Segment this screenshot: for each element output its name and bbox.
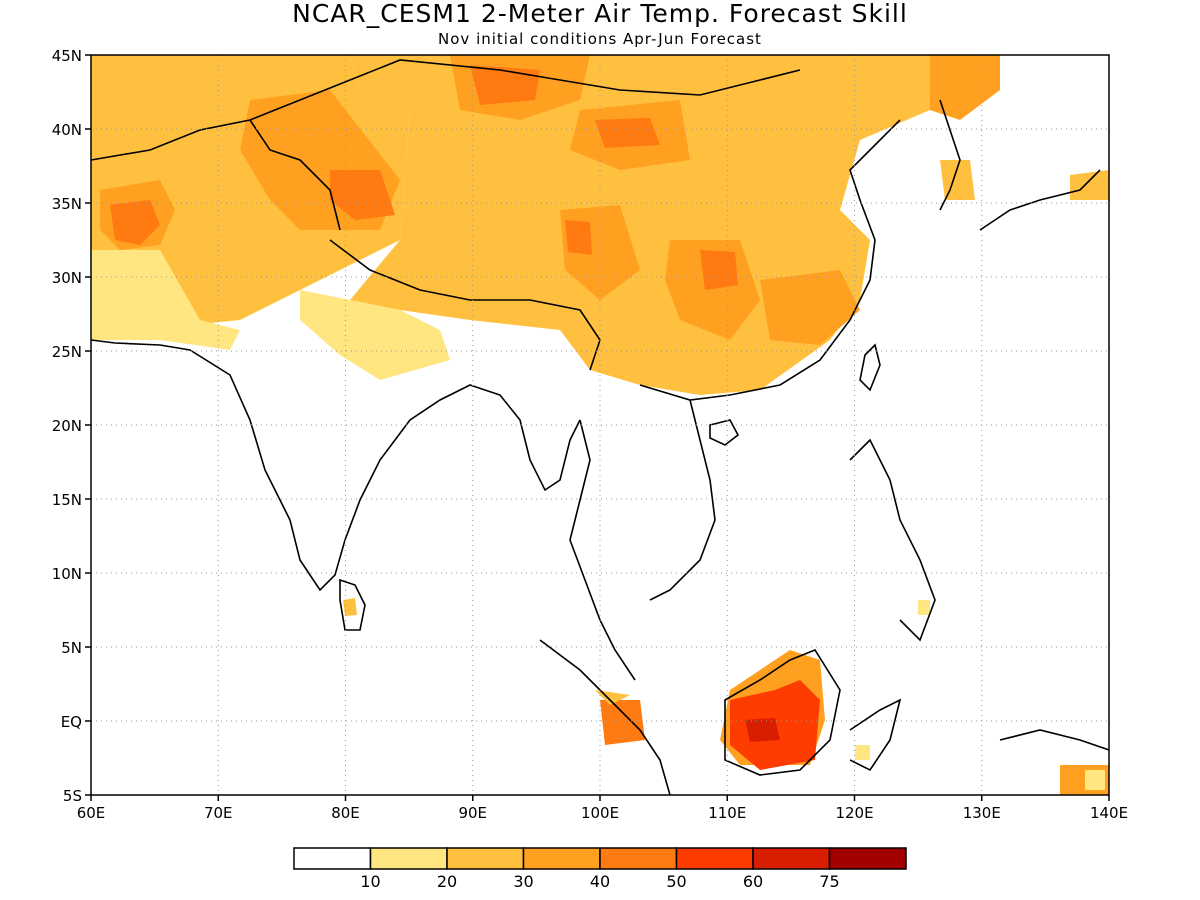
skill-patch-new-guinea-core: [1085, 770, 1105, 790]
coastline-sulawesi: [849, 698, 902, 772]
colorbar-swatch: [446, 847, 525, 870]
lat-tick-label: 20N: [52, 417, 82, 435]
skill-patch-borneo-core: [745, 718, 780, 742]
colorbar: 10 20 30 40 50 60 75: [293, 847, 907, 891]
coastline-korea: [939, 99, 961, 211]
coastline-south-asia: [91, 339, 581, 592]
colorbar-swatch: [599, 847, 678, 870]
lon-tick-label: 100E: [581, 804, 619, 822]
skill-patch-sulawesi: [855, 745, 870, 760]
coastline-sumatra: [539, 639, 671, 795]
lon-tick-label: 110E: [708, 804, 746, 822]
colorbar-swatch: [293, 847, 372, 870]
lat-tick-label: 25N: [52, 343, 82, 361]
skill-patch-sri-lanka: [343, 598, 357, 616]
colorbar-label: 50: [666, 872, 686, 891]
lon-tick-label: 140E: [1090, 804, 1128, 822]
colorbar-label: 40: [590, 872, 610, 891]
skill-patch-japan: [1070, 170, 1109, 200]
coastlines: [91, 59, 1109, 795]
map-subtitle: Nov initial conditions Apr-Jun Forecast: [438, 30, 762, 48]
lon-tick-label: 80E: [331, 804, 360, 822]
colorbar-label: 10: [360, 872, 380, 891]
coastline-hainan: [709, 419, 740, 446]
skill-patch-north-india: [300, 290, 450, 380]
skill-patch-inner-mongolia-core: [595, 118, 660, 148]
skill-patch-central-china: [665, 240, 760, 340]
lon-tick-label: 130E: [963, 804, 1001, 822]
colorbar-swatch: [828, 847, 907, 870]
skill-patch-sumatra: [600, 700, 645, 745]
coastline-philippines: [849, 438, 936, 642]
colorbar-label: 20: [437, 872, 457, 891]
skill-patch-kashmir: [330, 170, 395, 220]
coastline-borneo: [724, 649, 841, 776]
lat-tick-label: EQ: [61, 713, 82, 731]
skill-patch-korea-south: [940, 160, 975, 200]
skill-patch-korea: [930, 55, 1000, 120]
coastline-indochina: [569, 419, 636, 681]
coastline-japan: [979, 169, 1101, 231]
lat-tick-label: 30N: [52, 269, 82, 287]
colorbar-swatch: [675, 847, 754, 870]
colorbar-swatch: [522, 847, 601, 870]
border-tibet: [329, 239, 601, 371]
map-title: NCAR_CESM1 2-Meter Air Temp. Forecast Sk…: [292, 0, 908, 28]
skill-patch-central-china-core: [700, 250, 738, 290]
coastline-sri-lanka: [339, 578, 366, 631]
lon-tick-label: 120E: [835, 804, 873, 822]
coastline-new-guinea: [999, 729, 1109, 751]
lat-tick-label: 40N: [52, 121, 82, 139]
lat-tick-label: 35N: [52, 195, 82, 213]
lon-tick-label: 70E: [204, 804, 233, 822]
skill-patch-pakistan-west: [91, 250, 240, 350]
coastline-vietnam: [649, 399, 716, 601]
longitude-axis: 60E 70E 80E 90E 100E 110E 120E 130E 140E: [77, 795, 1128, 822]
skill-patch-mongolia-core: [470, 65, 540, 105]
lat-tick-label: 10N: [52, 565, 82, 583]
border-kazakhstan: [249, 119, 341, 231]
skill-patch-south-china: [760, 270, 860, 345]
lon-tick-label: 90E: [458, 804, 487, 822]
skill-shading-layer: [91, 55, 1109, 795]
coastline-taiwan: [859, 343, 881, 392]
skill-patch-sichuan-core: [565, 220, 592, 255]
colorbar-swatch: [369, 847, 448, 870]
colorbar-label: 60: [743, 872, 763, 891]
skill-patch-philippines: [918, 600, 930, 615]
lon-tick-label: 60E: [77, 804, 106, 822]
lat-tick-label: 5S: [63, 787, 82, 805]
lat-tick-label: 15N: [52, 491, 82, 509]
border-central-asia: [91, 59, 801, 161]
lat-tick-label: 5N: [61, 639, 82, 657]
colorbar-swatch: [752, 847, 831, 870]
grid-lines: [91, 55, 1109, 795]
lat-tick-label: 45N: [52, 47, 82, 65]
colorbar-label: 75: [819, 872, 839, 891]
colorbar-label: 30: [513, 872, 533, 891]
latitude-axis: 45N 40N 35N 30N 25N 20N 15N 10N 5N EQ 5S: [52, 47, 91, 805]
skill-patch-afghanistan: [110, 200, 160, 245]
